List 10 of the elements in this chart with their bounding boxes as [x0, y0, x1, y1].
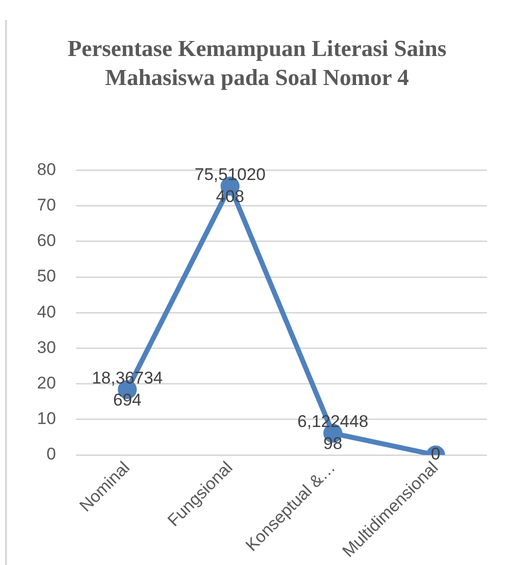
- y-tick-label: 60: [36, 231, 56, 250]
- y-tick-label: 80: [36, 160, 56, 179]
- y-tick-label: 0: [46, 444, 56, 464]
- y-tick-label: 50: [36, 266, 56, 286]
- y-tick-label: 20: [36, 374, 56, 393]
- y-tick-label: 70: [36, 195, 56, 214]
- y-tick-label: 10: [36, 409, 56, 428]
- y-tick-label: 30: [36, 338, 56, 357]
- chart-title: Persentase Kemampuan Literasi Sains Mahasiswa pada Soal Nomor 4: [67, 35, 447, 92]
- y-tick-label: 40: [36, 302, 56, 322]
